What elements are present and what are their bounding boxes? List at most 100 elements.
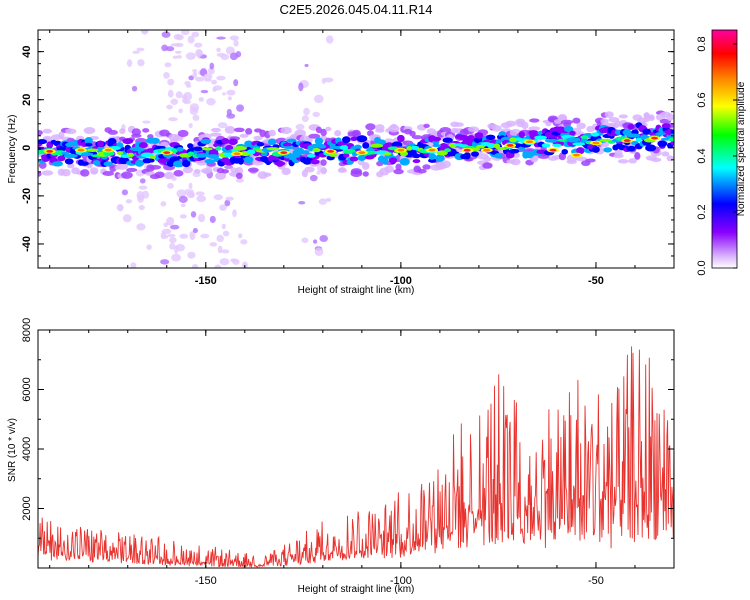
heatmap-cell (187, 35, 195, 44)
heatmap-cell (138, 204, 145, 211)
heatmap-cell (116, 151, 124, 155)
heatmap-cell (314, 137, 324, 145)
heatmap-cell (127, 152, 134, 158)
heatmap-cell (191, 263, 199, 268)
heatmap-cell (397, 148, 405, 152)
heatmap-cell (623, 139, 631, 142)
heatmap-cell (600, 118, 609, 125)
heatmap-cell (198, 97, 204, 102)
heatmap-cell (219, 204, 227, 211)
y-tick-label: 8000 (21, 318, 33, 342)
heatmap-cell (428, 148, 436, 152)
heatmap-cell (188, 123, 193, 129)
heatmap-cell (122, 138, 134, 145)
heatmap-cell (325, 197, 332, 202)
heatmap-cell (57, 155, 66, 162)
heatmap-cell (253, 135, 263, 141)
heatmap-cell (282, 142, 293, 147)
heatmap-cell (417, 168, 427, 174)
heatmap-cell (236, 104, 245, 112)
heatmap-cell (38, 171, 42, 177)
colorbar-tick-label: 0.6 (696, 92, 708, 107)
heatmap-cell (508, 149, 520, 154)
heatmap-cell (204, 158, 215, 164)
heatmap-cell (187, 151, 195, 156)
heatmap-cell (221, 169, 230, 174)
heatmap-cell (200, 168, 213, 174)
heatmap-cell (209, 62, 215, 70)
heatmap-cell (225, 46, 235, 55)
heatmap-cell (233, 152, 241, 156)
heatmap-cell (184, 80, 191, 86)
x-tick-label: -100 (390, 275, 412, 287)
heatmap-cell (383, 152, 392, 156)
heatmap-cell (210, 132, 222, 137)
heatmap-cell (545, 121, 552, 127)
heatmap-cell (225, 196, 234, 201)
heatmap-cell (89, 167, 99, 175)
heatmap-cell (661, 123, 671, 129)
x-tick-label: -150 (195, 575, 217, 587)
heatmap-cell (92, 160, 101, 166)
snr-xlabel: Height of straight line (km) (298, 584, 415, 595)
heatmap-cell (483, 156, 492, 162)
colorbar-gradient (711, 29, 738, 269)
heatmap-cell (237, 157, 244, 165)
heatmap-cell (361, 162, 370, 170)
heatmap-cell (318, 198, 327, 205)
heatmap-cell (63, 153, 78, 159)
heatmap-cell (121, 189, 129, 196)
heatmap-cell (209, 215, 216, 224)
heatmap-cell (210, 127, 222, 133)
heatmap-cell (338, 167, 346, 172)
heatmap-cell (150, 137, 160, 144)
heatmap-cell (227, 96, 232, 101)
snr-ylabel: SNR (10 * v/v) (7, 418, 18, 482)
heatmap-cell (603, 147, 613, 153)
heatmap-cell (97, 140, 104, 148)
heatmap-cell (494, 153, 503, 159)
heatmap-cell (608, 116, 620, 123)
heatmap-cell (580, 135, 589, 139)
heatmap-cell (412, 159, 421, 164)
heatmap-cell (271, 155, 281, 161)
heatmap-cell (467, 135, 475, 143)
heatmap-cell (510, 158, 521, 166)
heatmap-cell (454, 122, 464, 127)
heatmap-cell (214, 264, 222, 268)
heatmap-cell (165, 46, 175, 52)
heatmap-cell (194, 42, 203, 48)
heatmap-cell (216, 36, 226, 40)
heatmap-cell (186, 191, 196, 199)
heatmap-cell (189, 231, 196, 240)
heatmap-cell (614, 149, 623, 157)
heatmap-cell (474, 132, 484, 139)
heatmap-cell (140, 30, 149, 35)
heatmap-cell (138, 185, 148, 190)
heatmap-cell (200, 89, 209, 94)
heatmap-cell (339, 145, 349, 150)
heatmap-cell (126, 167, 138, 173)
heatmap-cell (228, 138, 238, 146)
heatmap-cell (528, 126, 541, 131)
heatmap-cell (196, 195, 207, 203)
heatmap-cell (163, 151, 171, 155)
heatmap-cell (137, 59, 145, 67)
heatmap-cell (317, 144, 327, 149)
heatmap-cell (388, 124, 400, 133)
heatmap-cell (486, 143, 496, 149)
heatmap-cell (268, 129, 276, 137)
heatmap-cell (195, 49, 204, 58)
colorbar-tick-label: 0.0 (696, 260, 708, 275)
heatmap-cell (149, 165, 162, 170)
heatmap-cell (296, 150, 304, 155)
heatmap-cell (187, 251, 196, 259)
heatmap-cell (410, 145, 420, 151)
heatmap-cell (592, 141, 600, 145)
heatmap-cell (308, 133, 321, 139)
heatmap-cell (142, 128, 150, 133)
heatmap-cell (197, 213, 206, 223)
spectrogram-frame (37, 29, 675, 269)
heatmap-cell (428, 152, 436, 160)
heatmap-cell (209, 242, 218, 247)
